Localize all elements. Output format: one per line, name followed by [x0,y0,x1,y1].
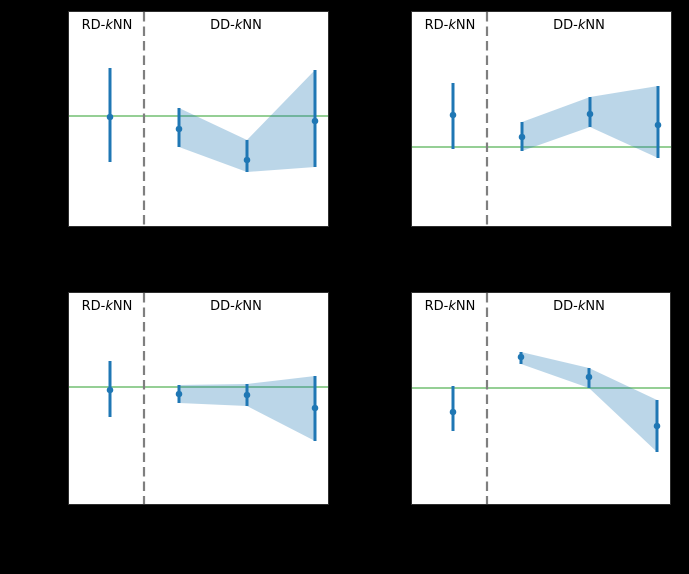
subplot-bottom-right: RD-kNN DD-kNN [411,292,671,505]
label-k: k [448,299,456,314]
label-prefix: RD- [81,18,106,33]
subplot-top-right: RD-kNN DD-kNN [411,11,672,227]
label-prefix: RD- [424,299,449,314]
label-k: k [105,18,113,33]
label-k: k [234,299,243,314]
label-nn: NN [585,299,605,314]
region-label-rd: RD-kNN [81,18,133,33]
label-prefix: RD- [81,299,106,314]
region-label-rd: RD-kNN [424,18,476,33]
label-nn: NN [242,299,262,314]
label-k: k [105,299,113,314]
region-label-dd: DD-kNN [210,299,262,314]
plot-area-bottom-left [69,293,328,504]
subplot-bottom-left: RD-kNN DD-kNN [68,292,329,505]
label-nn: NN [112,18,133,33]
label-nn: NN [242,18,262,33]
label-nn: NN [585,18,605,33]
label-k: k [234,18,243,33]
region-label-rd: RD-kNN [424,299,476,314]
region-label-dd: DD-kNN [553,299,605,314]
label-nn: NN [112,299,133,314]
label-prefix: DD- [553,299,578,314]
region-label-dd: DD-kNN [553,18,605,33]
plot-area-top-right [412,12,671,226]
plot-area-top-left [69,12,328,226]
label-prefix: RD- [424,18,449,33]
label-k: k [577,18,586,33]
label-prefix: DD- [210,18,235,33]
region-label-dd: DD-kNN [210,18,262,33]
label-nn: NN [455,299,476,314]
label-nn: NN [455,18,476,33]
subplot-top-left: RD-kNN DD-kNN [68,11,329,227]
region-label-rd: RD-kNN [81,299,133,314]
label-k: k [577,299,586,314]
label-prefix: DD- [553,18,578,33]
label-k: k [448,18,456,33]
label-prefix: DD- [210,299,235,314]
plot-area-bottom-right [412,293,670,504]
